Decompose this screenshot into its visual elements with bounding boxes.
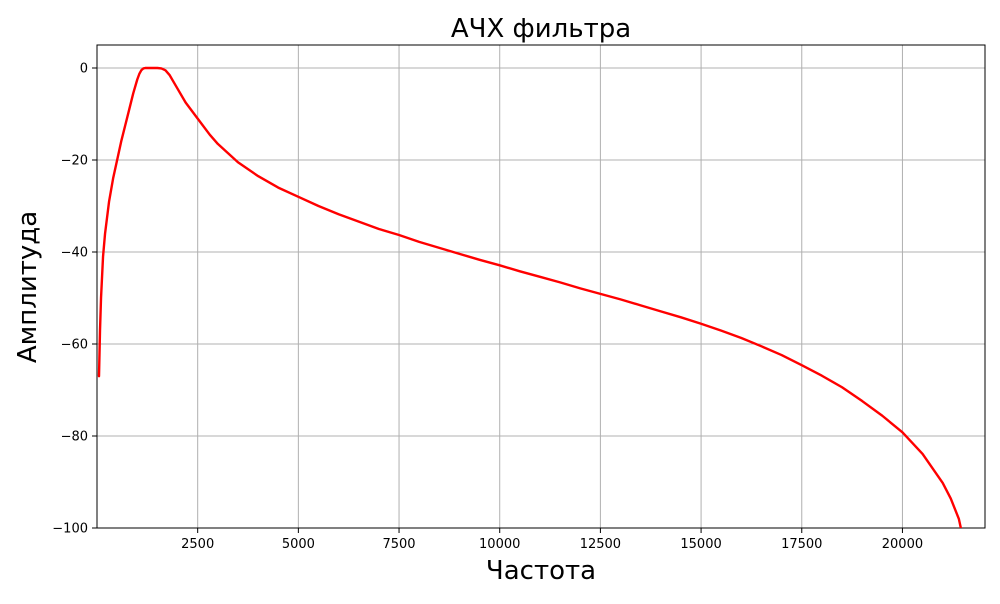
ticks: 2500 5000 7500 10000 12500 15000 17500 20000 0 −2… bbox=[52, 62, 923, 553]
x-tick-label: 15000 bbox=[680, 537, 721, 552]
y-tick-label: −20 bbox=[61, 154, 88, 169]
x-axis-label: Частота bbox=[486, 556, 596, 586]
y-tick-label: 0 bbox=[80, 62, 88, 77]
y-tick-label: −100 bbox=[52, 522, 88, 537]
x-tick-label: 17500 bbox=[781, 537, 822, 552]
x-tick-label: 20000 bbox=[882, 537, 923, 552]
series-layer bbox=[97, 66, 963, 528]
y-tick-label: −60 bbox=[61, 338, 88, 353]
y-tick-label: −80 bbox=[61, 430, 88, 445]
chart-title: АЧХ фильтра bbox=[451, 14, 631, 44]
grid bbox=[97, 45, 985, 529]
x-tick-label: 12500 bbox=[580, 537, 621, 552]
plot-frame bbox=[96, 44, 986, 529]
y-axis-label: Амплитуда bbox=[13, 211, 43, 363]
x-tick-label: 5000 bbox=[282, 537, 315, 552]
x-tick-label: 7500 bbox=[382, 537, 415, 552]
x-tick-label: 10000 bbox=[479, 537, 520, 552]
y-tick-label: −40 bbox=[61, 246, 88, 261]
series-line-0 bbox=[97, 66, 963, 528]
x-tick-label: 2500 bbox=[181, 537, 214, 552]
